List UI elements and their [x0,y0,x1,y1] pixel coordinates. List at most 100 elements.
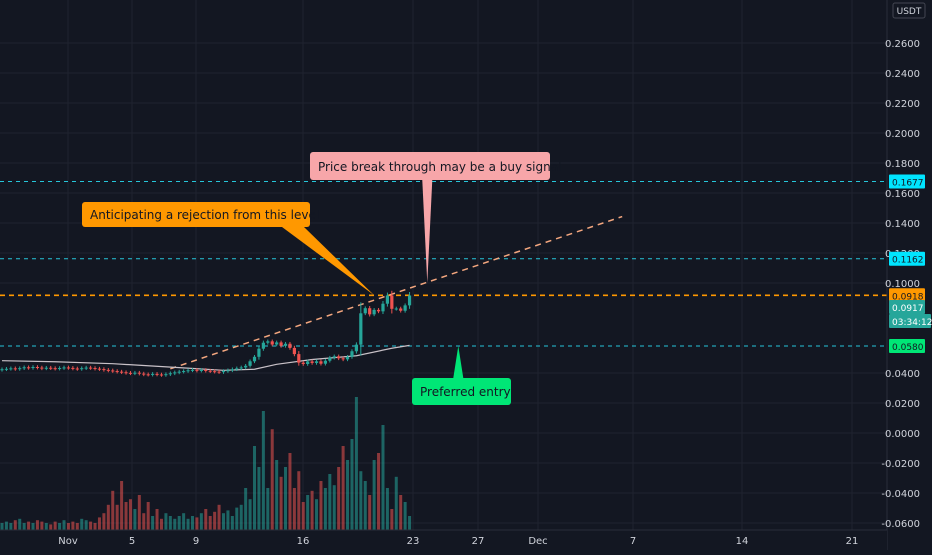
x-tick-label: 23 [407,536,420,547]
volume-bar [315,499,319,530]
price-label-text: 0.0917 [892,304,924,314]
price-label-box [889,339,925,353]
candle-body [332,356,336,358]
candle-body [354,344,358,352]
price-label-box [889,288,925,303]
volume-bar [275,460,279,530]
x-tick-label: 7 [630,536,636,547]
volume-bar [44,523,48,530]
price-label-text: 0.0580 [892,343,924,353]
candle-body [182,371,186,373]
volume-bar [120,481,124,530]
volume-bar [0,523,4,530]
candle-body [390,295,394,309]
trendline-group [170,215,623,370]
candle-body [319,361,323,364]
volume-bar [142,513,146,530]
volume-bar [328,474,332,530]
candle-body [230,369,234,371]
candle-body [190,369,195,371]
candle-body [310,361,314,363]
volume-bar [204,509,208,530]
volume-bar [18,518,22,530]
y-tick-label: 0.2000 [885,129,920,140]
y-tick-label: -0.0600 [881,519,920,530]
volume-bar [390,509,394,530]
candle-body [407,295,412,306]
volume-bar [301,502,305,530]
candle-body [89,367,93,369]
currency-text: USDT [897,7,922,17]
volume-bar [346,460,350,530]
x-tick-label: 21 [846,536,859,547]
volume-bar [66,523,70,530]
candle-body [235,368,239,370]
candle-body [151,373,155,375]
candle-body [221,371,226,373]
candle-body [288,343,292,348]
volume-bar [284,467,288,530]
trendline [170,215,623,370]
volume-bar [155,509,159,530]
volume-bar [93,523,97,530]
candle-body [301,362,305,364]
volume-bar [368,495,372,530]
volume-bar [253,446,257,530]
candle-body [279,342,283,346]
price-label-text: 03:34:12 [892,318,932,328]
x-tick-label: 5 [129,536,135,547]
price-labels: USDT 0.1677 0.1162 0.0918 0.0917 03:34:12 0.05… [889,2,932,353]
moving-average-line [1,344,410,371]
x-axis-panel [0,530,887,550]
volume-bars [0,397,412,530]
candle-body [239,367,243,369]
candle-body [106,369,110,371]
volume-bar [128,499,132,530]
candle-body [186,370,190,372]
volume-bar [71,521,75,530]
y-tick-label: -0.0400 [881,489,920,500]
volume-bar [319,481,323,530]
annotation-pointer [422,180,433,283]
candle-body [403,305,407,311]
price-label-box [889,300,925,314]
y-tick-label: 0.0200 [885,399,920,410]
volume-bar [199,513,203,530]
volume-bar [177,516,181,530]
candle-body [133,372,137,374]
candle-body [164,374,168,376]
volume-bar [186,518,190,530]
annotation-box-entry [412,378,511,405]
volume-bar [337,467,341,530]
y-tick-label: -0.0200 [881,459,920,470]
volume-bar [297,471,301,530]
volume-bar [394,476,398,530]
volume-bar [261,411,265,530]
y-tick-label: 0.0400 [885,369,920,380]
y-tick-label: 0.2200 [885,99,920,110]
volume-bar [89,521,93,530]
candle-body [13,368,17,370]
candle-body [93,368,97,370]
volume-bar [363,481,367,530]
candle-body [142,373,146,375]
candle-body [261,342,265,349]
candle-body [9,368,13,370]
volume-bar [151,516,155,530]
candle-body [328,357,332,361]
volume-bar [381,425,385,530]
candle-body [159,374,164,376]
volume-bar [9,523,13,530]
candle-body [177,371,181,373]
volume-bar [350,439,354,530]
y-tick-label: 0.1600 [885,189,920,200]
volume-bar [213,511,217,530]
x-tick-label: 27 [472,536,485,547]
price-label-box [889,174,925,189]
candle-body [350,351,354,357]
annotations: Anticipating a rejection from this level… [82,152,561,405]
volume-bar [4,521,8,530]
